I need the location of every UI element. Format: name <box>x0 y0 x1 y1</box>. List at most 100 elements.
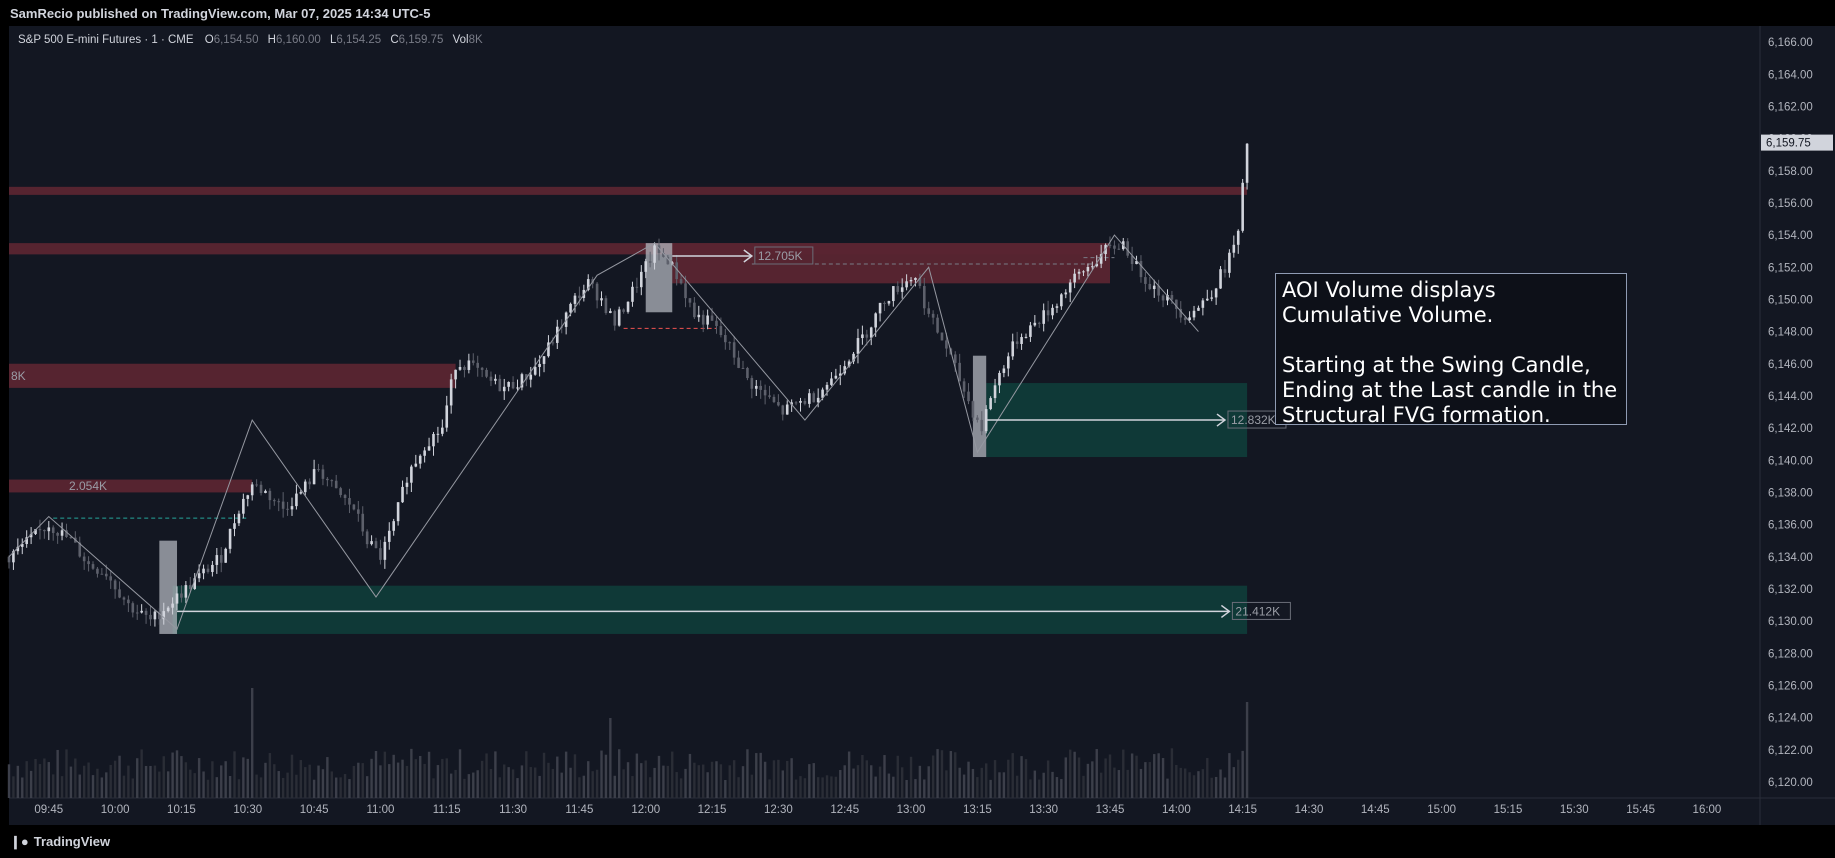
candle-body <box>772 396 776 403</box>
candle-body <box>237 513 241 524</box>
volume-bar <box>662 765 665 798</box>
candle-body <box>896 286 900 292</box>
volume-bar <box>1170 748 1174 798</box>
time-axis-tick-label: 10:30 <box>233 804 262 816</box>
candle-body <box>1232 244 1236 253</box>
volume-bar <box>821 777 824 798</box>
volume-bar <box>268 753 272 798</box>
volume-bar <box>281 777 285 798</box>
annotation-text-box[interactable]: AOI Volume displays Cumulative Volume. S… <box>1275 273 1627 427</box>
candle-body <box>308 481 311 485</box>
volume-bar <box>335 777 338 798</box>
volume-bar <box>525 751 528 798</box>
candle-body <box>909 279 913 282</box>
price-axis-tick-label: 6,122.00 <box>1768 745 1813 757</box>
zone-volume-label: 8K <box>11 369 26 383</box>
volume-bar <box>361 763 364 798</box>
candle-body <box>334 480 338 489</box>
candle-body <box>533 366 537 375</box>
legend-symbol[interactable]: S&P 500 E-mini Futures · 1 · CME <box>18 34 194 46</box>
candle-body <box>666 256 670 265</box>
cumulative-volume-label: 12.832K <box>1231 413 1276 427</box>
volume-bar <box>87 762 90 798</box>
volume-bar <box>432 778 435 798</box>
candle-body <box>1245 143 1249 183</box>
candle-body <box>613 311 617 326</box>
volume-label-box <box>1231 601 1291 620</box>
candle-body <box>1099 254 1103 264</box>
volume-bar <box>1166 778 1169 798</box>
volume-bar <box>781 770 785 798</box>
volume-bar <box>1228 753 1231 798</box>
volume-bar <box>1188 772 1191 798</box>
candle-body <box>1214 288 1218 298</box>
candle-body <box>264 490 267 493</box>
candle-body <box>405 482 409 487</box>
candle-body <box>1179 308 1183 318</box>
chart-pane[interactable] <box>9 26 1835 825</box>
candle-body <box>626 301 630 312</box>
candle-body <box>255 484 258 486</box>
volume-bar <box>1126 769 1129 798</box>
volume-bar <box>1144 762 1147 798</box>
volume-bar <box>900 767 904 798</box>
candle-body <box>1033 322 1037 326</box>
volume-bar <box>1192 775 1196 798</box>
volume-bar <box>914 779 917 798</box>
candle-body <box>180 593 183 598</box>
candle-body <box>1130 255 1134 265</box>
candle-body <box>361 513 365 532</box>
volume-bar <box>485 753 488 798</box>
candle-body <box>511 381 515 389</box>
volume-bar <box>476 770 479 798</box>
volume-arrow-head <box>1216 413 1227 427</box>
candle-body <box>706 315 709 325</box>
volume-bar <box>242 757 245 798</box>
candle-body <box>675 262 678 280</box>
volume-bar <box>175 750 179 798</box>
price-axis-tick-label: 6,154.00 <box>1768 230 1813 242</box>
volume-bar <box>648 777 652 798</box>
candle-body <box>754 385 758 389</box>
candle-body <box>317 469 320 471</box>
candle-body <box>127 599 130 604</box>
volume-bar <box>626 762 630 798</box>
volume-bar <box>127 765 130 798</box>
candle-body <box>830 378 833 385</box>
candle-body <box>1002 368 1006 373</box>
candle-body <box>109 576 112 581</box>
candle-body <box>525 374 528 380</box>
volume-bar <box>755 753 758 798</box>
volume-bar <box>706 772 709 798</box>
volume-bar <box>724 779 727 798</box>
time-axis-tick-label: 13:00 <box>897 804 926 816</box>
tradingview-logo[interactable]: ❙● TradingView <box>10 834 110 850</box>
candle-body <box>701 314 705 325</box>
time-axis-tick-label: 13:30 <box>1029 804 1058 816</box>
price-axis-tick-label: 6,156.00 <box>1768 198 1813 210</box>
candle-body <box>410 466 413 483</box>
volume-bar <box>25 761 28 798</box>
candle-body <box>883 302 886 304</box>
candle-body <box>1015 341 1019 344</box>
volume-bar <box>587 761 590 798</box>
zone-volume-label: 2.054K <box>69 479 107 493</box>
price-axis-tick-label: 6,162.00 <box>1768 101 1813 113</box>
volume-bar <box>211 761 214 798</box>
volume-bar <box>856 765 860 798</box>
volume-bar <box>702 764 705 798</box>
candle-body <box>401 486 404 503</box>
candle-body <box>1113 245 1116 249</box>
price-axis-tick-label: 6,158.00 <box>1768 166 1813 178</box>
volume-bar <box>967 761 970 798</box>
candle-body <box>20 543 24 547</box>
volume-bar <box>1122 749 1125 798</box>
time-axis-tick-label: 11:45 <box>565 804 593 816</box>
candle-body <box>635 286 639 288</box>
candle-body <box>175 593 179 604</box>
swing-zigzag-line <box>8 234 1199 630</box>
volume-bar <box>1073 751 1076 798</box>
candle-body <box>352 504 356 510</box>
candle-body <box>259 484 263 493</box>
